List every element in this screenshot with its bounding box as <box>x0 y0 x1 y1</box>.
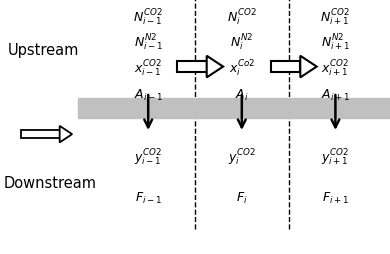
Text: $N_{i+1}^{N2}$: $N_{i+1}^{N2}$ <box>321 33 350 53</box>
Text: $y_{i}^{CO2}$: $y_{i}^{CO2}$ <box>228 147 256 168</box>
Text: $y_{i+1}^{CO2}$: $y_{i+1}^{CO2}$ <box>321 147 349 168</box>
Bar <box>177 61 207 73</box>
Text: Upstream: Upstream <box>8 43 79 58</box>
Text: $x_{i-1}^{CO2}$: $x_{i-1}^{CO2}$ <box>134 58 162 79</box>
Text: $N_{i-1}^{CO2}$: $N_{i-1}^{CO2}$ <box>133 8 163 28</box>
Text: $x_{i+1}^{CO2}$: $x_{i+1}^{CO2}$ <box>321 58 349 79</box>
Text: $F_{i}$: $F_{i}$ <box>236 190 248 206</box>
Bar <box>78 99 390 118</box>
Polygon shape <box>60 126 72 143</box>
Text: $N_{i}^{N2}$: $N_{i}^{N2}$ <box>230 33 254 53</box>
Polygon shape <box>207 57 223 78</box>
Text: $x_{i}^{Co2}$: $x_{i}^{Co2}$ <box>229 58 255 79</box>
Text: $F_{i-1}$: $F_{i-1}$ <box>135 190 162 206</box>
Text: $A_{i+1}$: $A_{i+1}$ <box>321 88 350 103</box>
Text: $N_{i}^{CO2}$: $N_{i}^{CO2}$ <box>227 8 257 28</box>
Text: $A_{i-1}$: $A_{i-1}$ <box>134 88 163 103</box>
Text: $A_{i}$: $A_{i}$ <box>235 88 248 103</box>
Text: $N_{i-1}^{N2}$: $N_{i-1}^{N2}$ <box>133 33 163 53</box>
Polygon shape <box>300 57 317 78</box>
Text: $N_{i+1}^{CO2}$: $N_{i+1}^{CO2}$ <box>321 8 350 28</box>
Text: $F_{i+1}$: $F_{i+1}$ <box>322 190 349 206</box>
Bar <box>271 61 300 73</box>
Bar <box>21 131 60 139</box>
Text: $y_{i-1}^{CO2}$: $y_{i-1}^{CO2}$ <box>134 147 162 168</box>
Text: Downstream: Downstream <box>4 176 97 190</box>
